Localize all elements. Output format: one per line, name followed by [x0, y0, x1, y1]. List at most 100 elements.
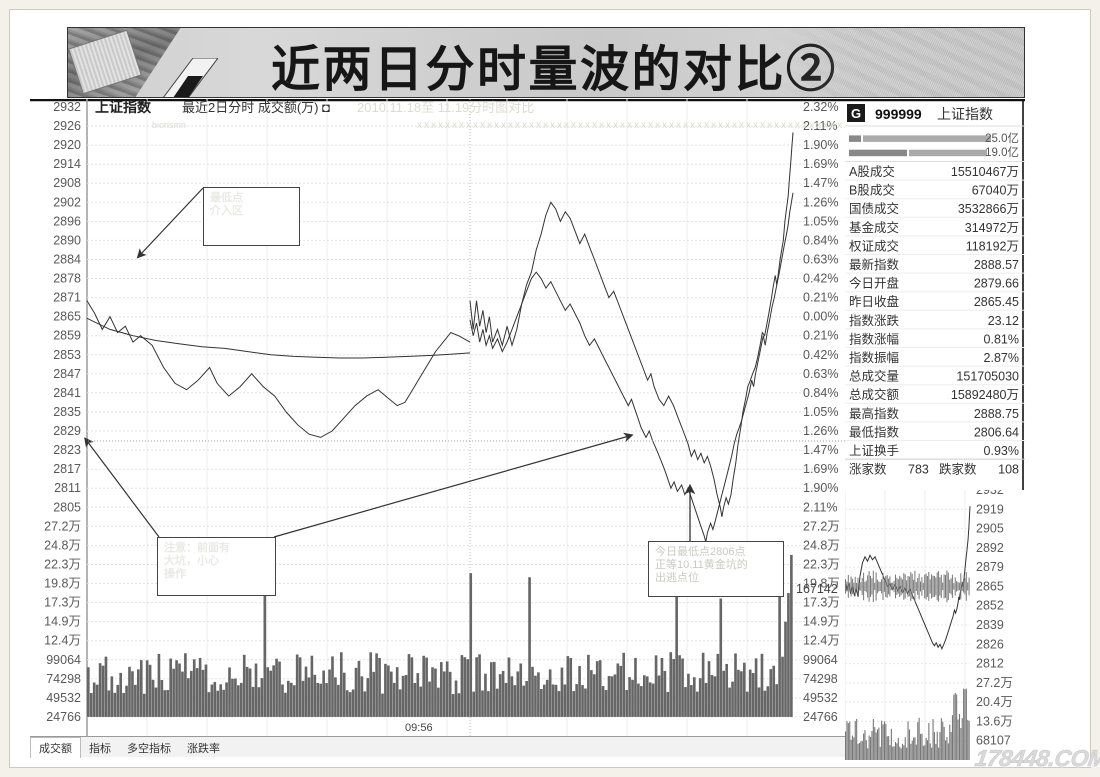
- svg-text:49532: 49532: [803, 691, 838, 705]
- svg-text:24.8万: 24.8万: [803, 538, 840, 552]
- svg-text:2.11%: 2.11%: [803, 500, 838, 514]
- svg-text:0.84%: 0.84%: [803, 233, 838, 247]
- svg-text:2839: 2839: [976, 618, 1004, 632]
- svg-text:2806.64: 2806.64: [974, 425, 1019, 439]
- svg-text:总成交量: 总成交量: [849, 369, 899, 384]
- svg-text:指数涨跌: 指数涨跌: [849, 313, 900, 328]
- svg-text:314972万: 314972万: [965, 221, 1019, 235]
- svg-text:14.9万: 14.9万: [803, 615, 840, 629]
- svg-text:25.0亿: 25.0亿: [985, 132, 1019, 145]
- svg-text:2826: 2826: [976, 637, 1004, 651]
- svg-text:1.26%: 1.26%: [803, 195, 838, 209]
- svg-text:19.0亿: 19.0亿: [985, 146, 1019, 159]
- svg-text:xxxxxxxxxxxxxxxxxxxxxxxxxxxxxx: xxxxxxxxxxxxxxxxxxxxxxxxxxxxxxxxxxxxxxxx…: [417, 120, 845, 131]
- svg-text:基金成交: 基金成交: [849, 220, 899, 235]
- svg-text:2890: 2890: [53, 233, 81, 247]
- svg-text:19.8万: 19.8万: [44, 577, 81, 591]
- svg-text:27.2万: 27.2万: [44, 519, 81, 533]
- svg-text:指数振幅: 指数振幅: [849, 350, 899, 365]
- svg-text:2932: 2932: [53, 100, 81, 114]
- svg-text:151705030: 151705030: [956, 370, 1019, 384]
- svg-text:0.42%: 0.42%: [803, 348, 838, 362]
- svg-text:999999: 999999: [875, 106, 922, 122]
- svg-text:2841: 2841: [53, 386, 81, 400]
- svg-text:3532866万: 3532866万: [958, 202, 1019, 216]
- svg-text:24766: 24766: [803, 710, 838, 724]
- svg-text:17.3万: 17.3万: [803, 596, 840, 610]
- svg-text:昨日收盘: 昨日收盘: [849, 294, 899, 309]
- svg-text:2865: 2865: [976, 579, 1004, 593]
- svg-text:国债成交: 国债成交: [849, 201, 899, 216]
- svg-text:99064: 99064: [803, 653, 838, 667]
- svg-text:2865.45: 2865.45: [974, 295, 1019, 309]
- svg-text:今日开盘: 今日开盘: [849, 276, 899, 291]
- svg-text:0.00%: 0.00%: [803, 310, 838, 324]
- svg-text:0.21%: 0.21%: [803, 329, 838, 343]
- svg-text:1.69%: 1.69%: [803, 157, 838, 171]
- svg-text:上证换手: 上证换手: [849, 444, 899, 458]
- svg-text:2908: 2908: [53, 176, 81, 190]
- svg-text:1.90%: 1.90%: [803, 138, 838, 152]
- svg-text:2.32%: 2.32%: [803, 100, 838, 114]
- svg-text:A股成交: A股成交: [849, 164, 895, 179]
- svg-text:2892: 2892: [976, 541, 1004, 555]
- svg-text:2812: 2812: [976, 657, 1004, 671]
- svg-text:74298: 74298: [803, 672, 838, 686]
- svg-text:2835: 2835: [53, 405, 81, 419]
- svg-text:2805: 2805: [53, 500, 81, 514]
- svg-text:14.9万: 14.9万: [44, 615, 81, 629]
- svg-text:2888.57: 2888.57: [974, 258, 1019, 272]
- svg-text:2852: 2852: [976, 599, 1004, 613]
- svg-text:2884: 2884: [53, 253, 81, 267]
- svg-text:1.05%: 1.05%: [803, 405, 838, 419]
- svg-text:23.12: 23.12: [988, 314, 1019, 328]
- svg-text:67040万: 67040万: [972, 184, 1019, 198]
- svg-text:74298: 74298: [46, 672, 81, 686]
- svg-text:2902: 2902: [53, 195, 81, 209]
- svg-text:27.2万: 27.2万: [976, 676, 1013, 690]
- svg-text:biorismn: biorismn: [152, 120, 186, 130]
- svg-text:1.05%: 1.05%: [803, 214, 838, 228]
- svg-text:最近2日分时 成交额(万) ◘: 最近2日分时 成交额(万) ◘: [182, 100, 330, 115]
- svg-text:涨家数: 涨家数: [849, 462, 887, 477]
- svg-text:783: 783: [908, 463, 929, 477]
- svg-text:15892480万: 15892480万: [951, 388, 1019, 402]
- svg-text:上证指数: 上证指数: [95, 99, 152, 115]
- svg-text:22.3万: 22.3万: [44, 558, 81, 572]
- svg-text:22.3万: 22.3万: [803, 558, 840, 572]
- svg-text:总成交额: 总成交额: [849, 387, 900, 402]
- svg-text:2823: 2823: [53, 443, 81, 457]
- svg-text:2859: 2859: [53, 329, 81, 343]
- svg-text:0.63%: 0.63%: [803, 253, 838, 267]
- svg-text:跌家数: 跌家数: [939, 462, 977, 477]
- svg-text:108: 108: [998, 463, 1019, 477]
- svg-text:118192万: 118192万: [966, 239, 1019, 253]
- svg-text:99064: 99064: [46, 653, 81, 667]
- svg-text:0.21%: 0.21%: [803, 291, 838, 305]
- svg-text:1.26%: 1.26%: [803, 424, 838, 438]
- svg-text:2.87%: 2.87%: [984, 351, 1019, 365]
- svg-text:20.4万: 20.4万: [976, 695, 1013, 709]
- svg-text:2865: 2865: [53, 310, 81, 324]
- svg-text:2905: 2905: [976, 522, 1004, 536]
- svg-text:上证指数: 上证指数: [937, 106, 993, 122]
- svg-text:2920: 2920: [53, 138, 81, 152]
- svg-text:2853: 2853: [53, 348, 81, 362]
- svg-text:B股成交: B股成交: [849, 183, 895, 198]
- svg-text:15510467万: 15510467万: [951, 165, 1019, 179]
- svg-text:2811: 2811: [54, 481, 81, 495]
- svg-text:12.4万: 12.4万: [44, 634, 81, 648]
- svg-text:1.47%: 1.47%: [803, 443, 838, 457]
- svg-text:2010.11.18至 11.19分时图对比: 2010.11.18至 11.19分时图对比: [357, 100, 534, 115]
- svg-text:2896: 2896: [53, 214, 81, 228]
- svg-text:27.2万: 27.2万: [803, 519, 840, 533]
- svg-text:2878: 2878: [53, 272, 81, 286]
- svg-text:09:56: 09:56: [405, 722, 433, 734]
- svg-text:0.81%: 0.81%: [984, 332, 1019, 346]
- svg-text:最高指数: 最高指数: [849, 406, 900, 421]
- svg-text:24766: 24766: [46, 710, 81, 724]
- svg-text:2879.66: 2879.66: [974, 277, 1019, 291]
- svg-text:0.93%: 0.93%: [984, 444, 1019, 458]
- svg-text:2919: 2919: [976, 502, 1004, 516]
- svg-text:1.69%: 1.69%: [803, 462, 838, 476]
